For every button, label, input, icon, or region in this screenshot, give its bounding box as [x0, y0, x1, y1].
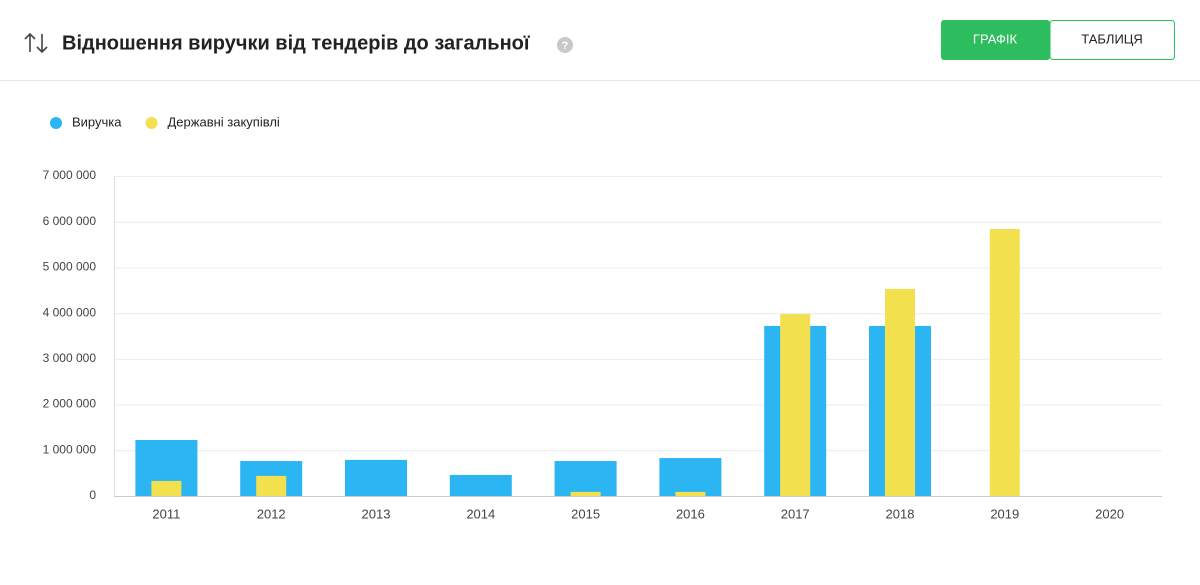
x-tick-label: 2014	[466, 506, 495, 521]
legend-swatch	[145, 117, 158, 129]
x-tick-label: 2018	[886, 506, 915, 521]
x-tick-label: 2019	[990, 506, 1019, 521]
chart-tab-label[interactable]: ГРАФІК	[973, 31, 1018, 46]
x-tick-label: 2013	[362, 506, 391, 521]
bar	[885, 288, 915, 496]
bar	[659, 458, 722, 496]
table-tab-label[interactable]: ТАБЛИЦЯ	[1081, 31, 1143, 46]
legend-label: Виручка	[72, 114, 122, 129]
x-tick-label: 2016	[676, 506, 705, 521]
bar	[780, 314, 811, 496]
legend-label: Державні закупівлі	[168, 114, 280, 129]
x-tick-label: 2011	[152, 506, 180, 521]
bar	[449, 474, 512, 496]
legend-swatch	[50, 117, 62, 129]
page-title: Відношення виручки від тендерів до загал…	[62, 32, 530, 54]
bar	[554, 461, 617, 496]
bar	[989, 229, 1020, 496]
bar	[151, 480, 182, 496]
y-tick-label: 0	[89, 488, 96, 502]
y-tick-label: 7 000 000	[43, 168, 97, 182]
y-tick-label: 3 000 000	[43, 351, 97, 365]
sort-icon	[24, 32, 48, 54]
bar	[256, 475, 287, 496]
y-tick-label: 1 000 000	[43, 442, 97, 456]
table-tab[interactable]	[1049, 20, 1175, 60]
y-tick-label: 6 000 000	[43, 214, 97, 228]
help-icon[interactable]: ?	[557, 37, 573, 53]
chart-tab[interactable]	[941, 20, 1050, 60]
x-tick-label: 2017	[781, 506, 810, 521]
y-tick-label: 5 000 000	[43, 260, 97, 274]
svg-text:?: ?	[562, 40, 569, 52]
bar	[345, 459, 407, 496]
y-tick-label: 2 000 000	[43, 397, 97, 411]
bar	[570, 491, 601, 496]
y-tick-label: 4 000 000	[43, 305, 97, 319]
x-tick-label: 2012	[257, 506, 286, 521]
x-tick-label: 2020	[1095, 506, 1124, 521]
bar	[675, 491, 706, 496]
x-tick-label: 2015	[571, 506, 600, 521]
